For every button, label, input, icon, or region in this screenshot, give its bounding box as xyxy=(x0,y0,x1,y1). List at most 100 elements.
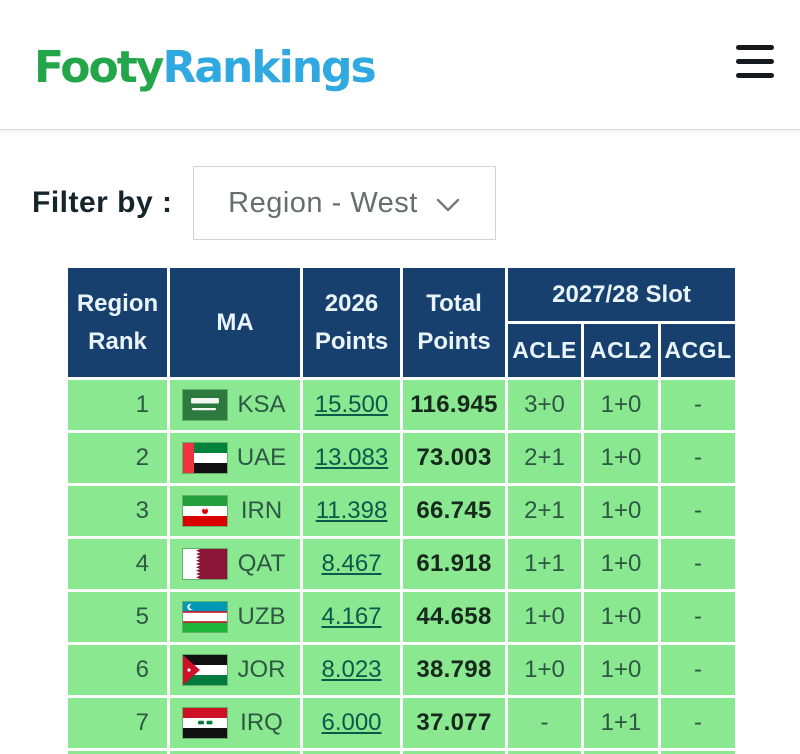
points-2026-cell: 8.023 xyxy=(300,642,403,698)
acgl-cell xyxy=(658,748,738,754)
acgl-cell: - xyxy=(658,589,738,645)
logo-text-footy: Footy xyxy=(34,42,164,93)
points-2026-link[interactable]: 4.167 xyxy=(321,603,382,630)
acgl-cell: - xyxy=(658,377,738,433)
acl2-cell: 1+0 xyxy=(581,483,661,539)
region-filter-select[interactable]: Region - West xyxy=(192,166,496,240)
region-rank-cell: 1 xyxy=(65,377,170,433)
points-2026-cell: 11.398 xyxy=(300,483,403,539)
ma-cell: IRQ xyxy=(167,695,303,751)
table-row: 4 QAT 8.467 61.918 1+1 1+0 - xyxy=(65,536,738,592)
total-points-cell: 73.003 xyxy=(400,430,508,486)
hamburger-bar xyxy=(736,59,774,64)
acl2-cell: 1+0 xyxy=(581,430,661,486)
ma-code: JOR xyxy=(237,656,286,683)
total-points-cell: 44.658 xyxy=(400,589,508,645)
flag-uae-icon xyxy=(183,443,227,473)
acl2-cell: 1+0 xyxy=(581,377,661,433)
col-header-region-rank: Region Rank xyxy=(65,265,170,380)
ma-code: IRN xyxy=(240,497,283,524)
site-header: FootyRankings xyxy=(0,0,800,130)
acl2-cell: 1+0 xyxy=(581,536,661,592)
ma-code: KSA xyxy=(237,391,286,418)
logo-text-rankings: Rankings xyxy=(162,42,376,93)
table-row: 1 KSA 15.500 116.945 3+0 1+0 - xyxy=(65,377,738,433)
region-rank-cell: 3 xyxy=(65,483,170,539)
flag-irq-icon xyxy=(183,708,227,738)
table-row: 5 UZB xyxy=(65,589,738,645)
flag-ksa-icon xyxy=(183,390,227,420)
points-2026-link[interactable]: 8.023 xyxy=(321,656,382,683)
acl2-cell: 1+0 xyxy=(581,589,661,645)
points-2026-link[interactable]: 13.083 xyxy=(314,444,389,471)
acgl-cell: - xyxy=(658,695,738,751)
region-rank-cell: 7 xyxy=(65,695,170,751)
ma-cell xyxy=(167,748,303,754)
ma-code: QAT xyxy=(237,550,286,577)
acle-cell: 1+0 xyxy=(505,589,584,645)
table-row: 3 IRN 11.398 66.745 xyxy=(65,483,738,539)
acle-cell: 1+0 xyxy=(505,642,584,698)
acgl-cell: - xyxy=(658,536,738,592)
acgl-cell: - xyxy=(658,483,738,539)
points-2026-link[interactable]: 6.000 xyxy=(321,709,382,736)
total-points-cell: 116.945 xyxy=(400,377,508,433)
hamburger-menu-icon[interactable] xyxy=(736,45,774,78)
col-header-slot: 2027/28 Slot xyxy=(505,265,738,324)
acgl-cell: - xyxy=(658,430,738,486)
points-2026-cell: 6.000 xyxy=(300,695,403,751)
region-rank-cell: 2 xyxy=(65,430,170,486)
points-2026-cell: 8.467 xyxy=(300,536,403,592)
table-row: 2 UAE 13.083 73.003 2+1 1+ xyxy=(65,430,738,486)
flag-uzb-icon xyxy=(183,602,227,632)
acle-cell xyxy=(505,748,584,754)
acl2-cell: 1+0 xyxy=(581,642,661,698)
points-2026-cell xyxy=(300,748,403,754)
region-filter-value: Region - West xyxy=(228,186,418,219)
col-header-total-points: Total Points xyxy=(400,265,508,380)
col-header-acl2: ACL2 xyxy=(581,321,661,380)
hamburger-bar xyxy=(736,45,774,50)
ma-cell: UAE xyxy=(167,430,303,486)
region-rank-cell: 4 xyxy=(65,536,170,592)
col-header-ma: MA xyxy=(167,265,303,380)
acle-cell: 3+0 xyxy=(505,377,584,433)
hamburger-bar xyxy=(736,73,774,78)
col-header-acgl: ACGL xyxy=(658,321,738,380)
acl2-cell: 1+1 xyxy=(581,695,661,751)
ma-code: UZB xyxy=(237,603,286,630)
region-rank-cell: 6 xyxy=(65,642,170,698)
table-row: 6 JOR 8.023 38.798 xyxy=(65,642,738,698)
total-points-cell: 66.745 xyxy=(400,483,508,539)
points-2026-link[interactable]: 8.467 xyxy=(321,550,382,577)
total-points-cell: 37.077 xyxy=(400,695,508,751)
chevron-down-icon xyxy=(436,198,460,211)
total-points-cell: 61.918 xyxy=(400,536,508,592)
flag-jor-icon xyxy=(183,655,227,685)
points-2026-cell: 4.167 xyxy=(300,589,403,645)
filter-bar: Filter by : Region - West xyxy=(32,166,800,240)
region-rank-cell xyxy=(65,748,170,754)
acl2-cell xyxy=(581,748,661,754)
acgl-cell: - xyxy=(658,642,738,698)
site-logo[interactable]: FootyRankings xyxy=(34,42,377,93)
ma-cell: KSA xyxy=(167,377,303,433)
col-header-acle: ACLE xyxy=(505,321,584,380)
total-points-cell xyxy=(400,748,508,754)
points-2026-link[interactable]: 11.398 xyxy=(315,497,388,524)
flag-qat-icon xyxy=(183,549,227,579)
points-2026-link[interactable]: 15.500 xyxy=(314,391,389,418)
points-2026-cell: 15.500 xyxy=(300,377,403,433)
acle-cell: 2+1 xyxy=(505,483,584,539)
acle-cell: - xyxy=(505,695,584,751)
table-row: 7 IRQ 6.000 37.077 xyxy=(65,695,738,751)
ma-code: IRQ xyxy=(240,709,283,736)
ma-code: UAE xyxy=(236,444,287,471)
acle-cell: 2+1 xyxy=(505,430,584,486)
ma-cell: UZB xyxy=(167,589,303,645)
region-rank-cell: 5 xyxy=(65,589,170,645)
acle-cell: 1+1 xyxy=(505,536,584,592)
filter-label: Filter by : xyxy=(32,186,173,219)
col-header-2026-points: 2026 Points xyxy=(300,265,403,380)
flag-irn-icon xyxy=(183,496,227,526)
